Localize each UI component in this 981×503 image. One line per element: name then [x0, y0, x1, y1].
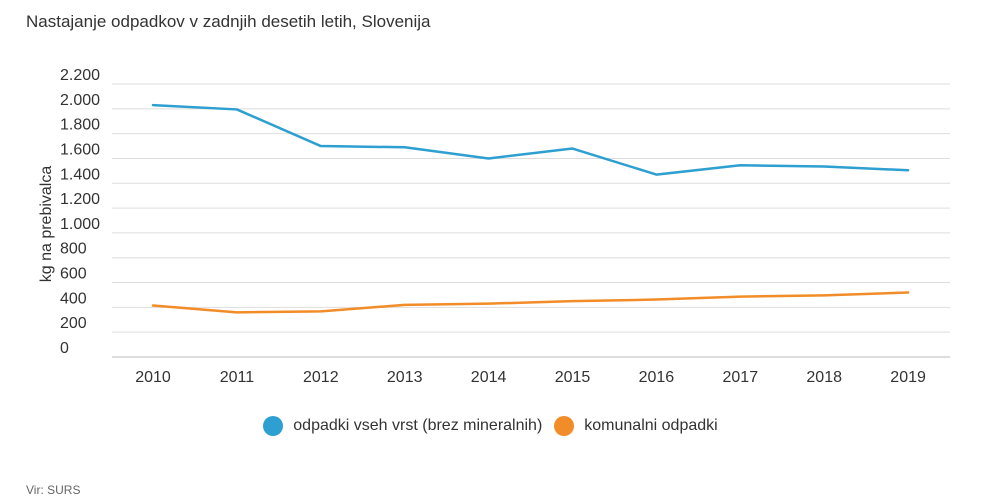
y-tick-label: 200 — [60, 315, 87, 332]
y-tick-label: 1.000 — [60, 216, 100, 233]
y-axis-ticks: 0 200 400 600 800 1.000 1.200 1.400 1.600 1.800 2.… — [60, 67, 100, 357]
x-tick-label: 2013 — [387, 369, 423, 386]
legend-swatch-municipal-waste — [554, 416, 575, 436]
chart-title: Nastajanje odpadkov v zadnjih desetih le… — [26, 12, 431, 31]
series-line-0[interactable] — [151, 103, 910, 176]
x-tick-label: 2018 — [806, 369, 842, 386]
y-tick-label: 800 — [60, 241, 87, 258]
data-point-series-1[interactable] — [821, 292, 827, 298]
data-point-series-1[interactable] — [234, 309, 240, 315]
data-point-series-0[interactable] — [402, 144, 408, 150]
y-tick-label: 400 — [60, 290, 87, 307]
y-tick-label: 0 — [60, 340, 69, 357]
x-tick-label: 2014 — [471, 369, 507, 386]
data-point-series-0[interactable] — [737, 162, 743, 168]
y-tick-label: 1.800 — [60, 117, 100, 134]
legend-swatch-all-waste — [263, 416, 284, 436]
data-point-series-1[interactable] — [318, 308, 324, 314]
x-tick-label: 2017 — [723, 369, 759, 386]
y-tick-label: 1.200 — [60, 191, 100, 208]
data-point-series-0[interactable] — [653, 172, 659, 178]
data-point-series-0[interactable] — [821, 164, 827, 170]
x-tick-label: 2010 — [135, 369, 171, 386]
y-tick-label: 600 — [60, 266, 87, 283]
data-point-series-1[interactable] — [150, 303, 156, 309]
data-point-series-1[interactable] — [737, 294, 743, 300]
legend-item-municipal-waste[interactable]: komunalni odpadki — [554, 416, 718, 436]
y-tick-label: 1.600 — [60, 141, 100, 158]
series-lines — [150, 102, 911, 315]
x-tick-label: 2011 — [220, 369, 255, 386]
data-point-series-0[interactable] — [318, 143, 324, 149]
data-point-series-0[interactable] — [150, 102, 156, 108]
data-point-series-0[interactable] — [570, 146, 576, 152]
x-axis-ticks: 2010 2011 2012 2013 2014 2015 2016 2017 2018 2019 — [135, 369, 926, 386]
x-tick-label: 2016 — [639, 369, 675, 386]
y-tick-label: 2.000 — [60, 92, 100, 109]
data-point-series-0[interactable] — [486, 155, 492, 161]
data-point-series-0[interactable] — [905, 167, 911, 173]
legend-label-municipal-waste: komunalni odpadki — [584, 417, 718, 434]
gridlines — [112, 83, 950, 358]
y-tick-label: 1.400 — [60, 166, 100, 183]
legend-item-all-waste[interactable]: odpadki vseh vrst (brez mineralnih) — [263, 416, 542, 436]
legend: odpadki vseh vrst (brez mineralnih) komu… — [0, 416, 981, 436]
data-point-series-1[interactable] — [486, 301, 492, 307]
data-point-series-1[interactable] — [570, 298, 576, 304]
legend-label-all-waste: odpadki vseh vrst (brez mineralnih) — [293, 417, 543, 434]
data-point-series-1[interactable] — [402, 302, 408, 308]
data-point-series-1[interactable] — [905, 289, 911, 295]
x-tick-label: 2015 — [555, 369, 591, 386]
source-note: Vir: SURS — [26, 483, 81, 497]
data-point-series-0[interactable] — [234, 106, 240, 112]
y-tick-label: 2.200 — [60, 67, 100, 84]
x-tick-label: 2012 — [303, 369, 339, 386]
series-line-1[interactable] — [151, 291, 910, 314]
x-tick-label: 2019 — [890, 369, 926, 386]
y-axis-title: kg na prebivalca — [38, 166, 55, 283]
data-point-series-1[interactable] — [653, 297, 659, 303]
